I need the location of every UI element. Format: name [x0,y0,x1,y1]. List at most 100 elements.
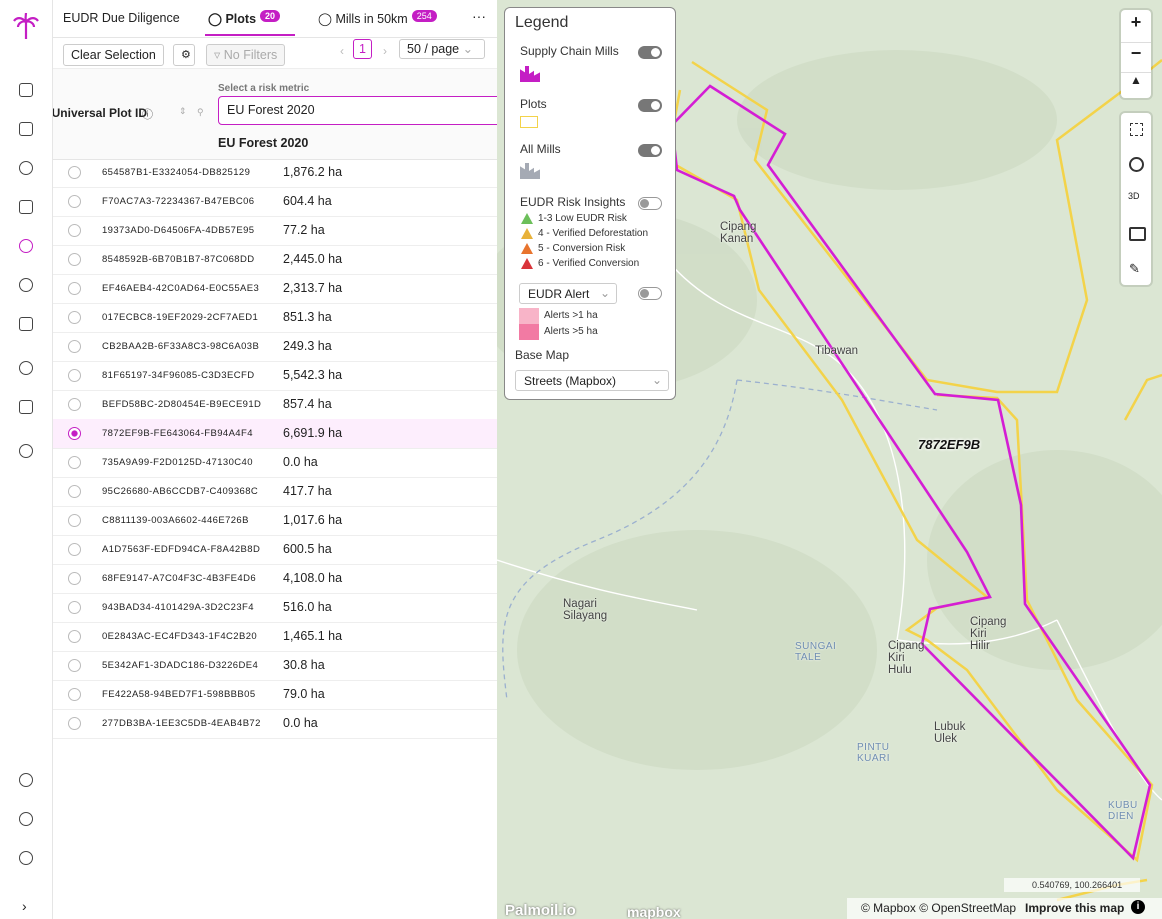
area-value: 1,876.2 ha [283,165,343,179]
radio[interactable] [68,659,81,672]
radio[interactable] [68,630,81,643]
plot-id: C8811139-003A6602-446E726B [102,515,249,526]
table-row[interactable]: CB2BAA2B-6F33A8C3-98C6A03B 249.3 ha [53,332,497,362]
metric-select[interactable]: EU Forest 2020 [218,96,505,125]
layers-icon[interactable] [19,317,33,331]
search-icon[interactable]: ⚲ [197,107,204,117]
bulb-icon[interactable] [19,361,33,375]
clear-button[interactable]: Clear Selection [63,44,164,66]
table-row[interactable]: 68FE9147-A7C04F3C-4B3FE4D6 4,108.0 ha [53,564,497,594]
radio[interactable] [68,369,81,382]
area-value: 857.4 ha [283,397,332,411]
radio[interactable] [68,282,81,295]
radio[interactable] [68,340,81,353]
radio[interactable] [68,543,81,556]
zoom-in[interactable]: + [1130,12,1142,32]
logout-icon[interactable] [19,812,33,826]
risk-label: 6 - Verified Conversion [538,258,640,269]
radio[interactable] [68,166,81,179]
plots-icon[interactable] [19,239,33,253]
table-row[interactable]: 017ECBC8-19EF2029-2CF7AED1 851.3 ha [53,303,497,333]
table-row[interactable]: BEFD58BC-2D80454E-B9ECE91D 857.4 ha [53,390,497,420]
coordinates: 0.540769, 100.266401 [1032,880,1123,890]
table-row[interactable]: C8811139-003A6602-446E726B 1,017.6 ha [53,506,497,536]
table-row[interactable]: 5E342AF1-3DADC186-D3226DE4 30.8 ha [53,651,497,681]
fullscreen-icon[interactable] [1130,123,1143,136]
radio[interactable] [68,311,81,324]
area-value: 79.0 ha [283,687,325,701]
page-number[interactable]: 1 [353,39,372,59]
risk-label: 4 - Verified Deforestation [538,228,649,239]
info-button[interactable]: i [1131,900,1145,914]
docs-icon[interactable] [19,200,33,214]
store-icon[interactable] [19,122,33,136]
settings-icon[interactable] [19,444,33,458]
star-icon[interactable] [19,161,33,175]
risk-icon [521,213,533,224]
radio[interactable] [68,398,81,411]
radio[interactable] [68,514,81,527]
radio[interactable] [68,601,81,614]
sort-icon[interactable]: ⇕ [179,106,187,116]
settings-button[interactable]: ⚙ [173,44,195,66]
table-row[interactable]: F70AC7A3-72234367-B47EBC06 604.4 ha [53,187,497,217]
page-size[interactable]: 50 / page ⌄ [399,39,485,59]
radio[interactable] [68,688,81,701]
globe-icon[interactable] [19,278,33,292]
locate-icon[interactable] [1129,157,1144,172]
table-row[interactable]: 8548592B-6B70B1B7-87C068DD 2,445.0 ha [53,245,497,275]
camera-icon[interactable] [1129,227,1146,241]
toggle[interactable] [638,144,662,157]
filters-button[interactable]: ▿ No Filters [206,44,286,66]
alert-select[interactable]: EUDR Alert ⌄ [519,283,617,304]
tab-label: Plots [225,12,257,26]
table-row[interactable]: 81F65197-34F96085-C3D3ECFD 5,542.3 ha [53,361,497,391]
toggle[interactable] [638,197,662,210]
attribution[interactable]: © Mapbox © OpenStreetMap [861,901,1017,915]
toggle[interactable] [638,287,662,300]
help-icon[interactable] [19,851,33,865]
base-map-select[interactable]: Streets (Mapbox) ⌄ [515,370,669,391]
next-page[interactable]: › [383,44,387,58]
improve-link[interactable]: Improve this map [1025,901,1125,915]
compass[interactable]: ▲ [1121,72,1151,87]
draw-icon[interactable]: ✎ [1129,261,1140,276]
toggle[interactable] [638,99,662,112]
table-row[interactable]: 95C26680-AB6CCDB7-C409368C 417.7 ha [53,477,497,507]
toggle[interactable] [638,46,662,59]
radio[interactable] [68,253,81,266]
plot-label[interactable]: 7872EF9B [918,437,981,452]
table-row[interactable]: 735A9A99-F2D0125D-47130C40 0.0 ha [53,448,497,478]
user-icon[interactable] [19,773,33,787]
radio[interactable] [68,427,81,440]
zoom-out[interactable]: − [1121,42,1151,64]
radio[interactable] [68,717,81,730]
table-row[interactable]: 654587B1-E3324054-DB825129 1,876.2 ha [53,158,497,188]
layer-name: All Mills [520,142,561,156]
table-row[interactable]: 19373AD0-D64506FA-4DB57E95 77.2 ha [53,216,497,246]
plot-id: F70AC7A3-72234367-B47EBC06 [102,196,255,207]
table-row[interactable]: 7872EF9B-FE643064-FB94A4F4 6,691.9 ha [53,419,497,449]
radio[interactable] [68,224,81,237]
table-row[interactable]: EF46AEB4-42C0AD64-E0C55AE3 2,313.7 ha [53,274,497,304]
table-row[interactable]: 0E2843AC-EC4FD343-1F4C2B20 1,465.1 ha [53,622,497,652]
expand-icon[interactable]: › [22,898,27,914]
more-button[interactable]: ··· [472,8,486,24]
radio[interactable] [68,572,81,585]
metric-header: EU Forest 2020 [218,136,309,150]
table-row[interactable]: 277DB3BA-1EE3C5DB-4EAB4B72 0.0 ha [53,709,497,739]
radio[interactable] [68,485,81,498]
db-icon[interactable] [19,400,33,414]
3d-icon[interactable]: 3D [1128,191,1140,201]
page-size-label: 50 / page [407,42,460,56]
tab[interactable]: EUDR Due Diligence [63,11,180,25]
radio[interactable] [68,195,81,208]
table-row[interactable]: FE422A58-94BED7F1-598BBB05 79.0 ha [53,680,497,710]
home-icon[interactable] [19,83,33,97]
tab[interactable]: ◯ Mills in 50km 254 [318,10,437,26]
table-row[interactable]: 943BAD34-4101429A-3D2C23F4 516.0 ha [53,593,497,623]
tab-active[interactable]: ◯ Plots 20 [208,10,281,26]
prev-page[interactable]: ‹ [340,44,344,58]
table-row[interactable]: A1D7563F-EDFD94CA-F8A42B8D 600.5 ha [53,535,497,565]
radio[interactable] [68,456,81,469]
